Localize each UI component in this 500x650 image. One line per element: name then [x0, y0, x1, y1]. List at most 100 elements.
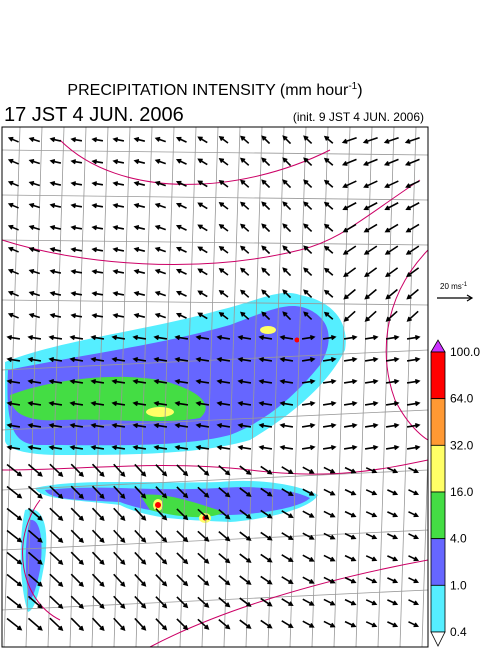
wind-arrow	[113, 551, 126, 565]
wind-arrow	[7, 290, 19, 297]
wind-arrow	[197, 312, 208, 320]
wind-arrow	[406, 334, 421, 341]
wind-arrow	[70, 247, 83, 253]
wind-arrow	[323, 554, 336, 562]
wind-arrow	[111, 378, 126, 385]
wind-arrow	[282, 157, 292, 167]
wind-arrow	[134, 529, 147, 543]
wind-arrow	[282, 245, 292, 255]
wind-arrow	[344, 510, 357, 518]
wind-arrow	[69, 378, 84, 385]
wind-arrow	[175, 158, 187, 165]
wind-arrow	[323, 620, 336, 628]
wind-arrow	[112, 269, 125, 275]
wind-arrow	[27, 378, 42, 385]
wind-scale: 20 ms-1	[437, 282, 474, 302]
wind-arrow	[216, 422, 231, 429]
wind-arrow	[303, 135, 313, 145]
wind-arrow	[113, 595, 126, 609]
wind-arrow	[322, 334, 337, 341]
wind-arrow	[6, 334, 21, 341]
wind-arrow	[282, 201, 292, 211]
wind-arrow	[322, 444, 337, 451]
wind-arrow	[323, 289, 334, 298]
colorbar-under	[430, 631, 446, 647]
meridian	[25, 127, 43, 647]
wind-arrow	[91, 313, 104, 319]
wind-arrow	[70, 291, 83, 297]
wind-arrow	[282, 289, 292, 299]
wind-arrow	[113, 485, 126, 499]
wind-arrow	[364, 356, 379, 363]
wind-arrow	[240, 245, 250, 254]
wind-arrow	[406, 267, 420, 278]
wind-arrow	[154, 136, 166, 143]
wind-arrow	[404, 158, 420, 166]
wind-arrow	[301, 378, 316, 385]
wind-arrow	[91, 159, 104, 165]
wind-arrow	[218, 223, 229, 232]
wind-arrow	[282, 135, 292, 145]
wind-arrow	[133, 203, 146, 209]
wind-arrow	[28, 180, 41, 187]
wind-arrow	[176, 574, 189, 587]
wind-arrow	[70, 573, 84, 588]
wind-arrow	[49, 313, 62, 319]
wind-arrow	[28, 290, 41, 297]
wind-arrow	[385, 310, 398, 322]
wind-arrow	[91, 507, 105, 522]
wind-arrow	[133, 247, 146, 253]
wind-arrow	[218, 487, 231, 498]
parallel	[2, 529, 428, 551]
wind-arrow	[406, 422, 421, 429]
wind-arrow	[260, 531, 273, 541]
map	[2, 127, 428, 647]
wind-arrow	[282, 311, 292, 321]
colorbar-label: 32.0	[450, 438, 474, 452]
wind-arrow	[260, 465, 273, 475]
wind-arrow	[261, 179, 271, 189]
wind-arrow	[154, 180, 166, 187]
wind-arrow	[363, 180, 378, 189]
title-text: PRECIPITATION INTENSITY (mm hour	[67, 82, 349, 99]
wind-arrow	[281, 510, 294, 519]
wind-arrow	[133, 225, 146, 231]
wind-arrow	[218, 289, 229, 298]
wind-arrow	[239, 597, 252, 607]
wind-arrow	[323, 510, 336, 518]
wind-arrow	[343, 422, 358, 429]
init-time: (init. 9 JST 4 JUN. 2006)	[293, 110, 424, 124]
wind-arrow	[155, 618, 168, 631]
wind-arrow	[27, 529, 43, 543]
wind-arrow	[322, 378, 337, 385]
wind-arrow	[48, 356, 63, 363]
wind-arrow	[237, 378, 252, 385]
wind-arrow	[281, 598, 294, 607]
wind-arrow	[408, 599, 420, 606]
wind-arrow	[195, 444, 210, 451]
wind-arrow	[237, 334, 252, 341]
wind-arrow	[49, 507, 64, 521]
wind-arrow	[302, 554, 315, 562]
wind-arrow	[239, 575, 252, 585]
wind-arrow	[27, 400, 42, 407]
wind-arrow	[408, 511, 420, 518]
wind-arrow	[281, 576, 294, 585]
wind-arrow	[301, 422, 316, 429]
wind-arrow	[175, 136, 187, 143]
wind-arrow	[69, 356, 84, 363]
wind-arrow	[342, 180, 357, 189]
wind-arrow	[48, 400, 63, 407]
wind-arrow	[218, 553, 231, 564]
wind-arrow	[112, 181, 125, 187]
wind-arrow	[197, 202, 208, 210]
wind-arrow	[216, 334, 231, 341]
wind-arrow	[281, 554, 294, 563]
wind-arrow	[303, 289, 313, 299]
wind-arrow	[279, 444, 294, 451]
wind-arrow	[153, 400, 168, 407]
meridian	[377, 127, 395, 647]
wind-arrow	[112, 313, 125, 319]
wind-arrow	[153, 422, 168, 429]
wind-arrow	[261, 245, 271, 255]
